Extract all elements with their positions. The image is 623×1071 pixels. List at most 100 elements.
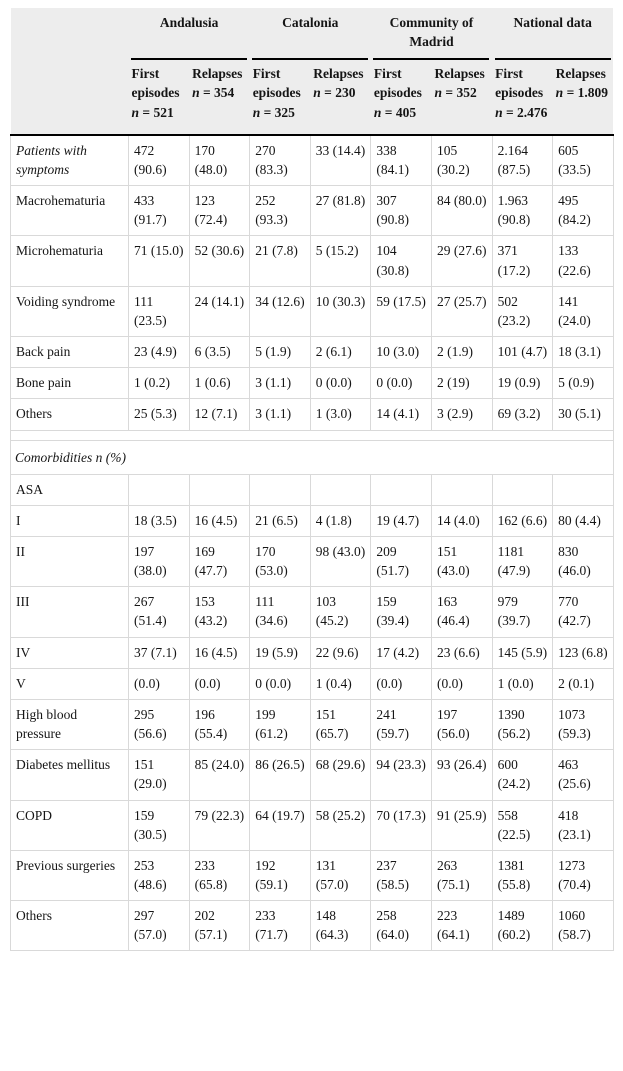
data-cell: 19 (4.7) (370, 504, 432, 537)
table-row: III 267 (51.4) 153 (43.2) 111 (34.6) 103 (45… (10, 586, 614, 638)
data-cell: 18 (3.5) (128, 504, 190, 537)
data-cell: 151 (29.0) (128, 749, 190, 801)
data-cell: 6 (3.5) (188, 336, 251, 369)
data-cell: 163 (46.4) (430, 586, 493, 638)
data-cell: 253 (48.6) (128, 849, 190, 902)
region-header-andalusia: Andalusia (128, 8, 250, 61)
row-label: Voiding syndrome (10, 285, 129, 338)
col-header-label: First episodes (373, 66, 422, 101)
data-cell: 22 (9.6) (309, 636, 372, 669)
region-header-madrid: Community of Madrid (370, 8, 493, 61)
data-cell: 258 (64.0) (370, 900, 432, 952)
data-cell (552, 473, 614, 506)
data-cell: 17 (4.2) (370, 636, 432, 669)
table-row: Others 297 (57.0) 202 (57.1) 233 (71.7) 148 … (10, 900, 614, 952)
data-cell: 1 (0.4) (309, 667, 372, 700)
col-header-madrid-relapses: Relapses n = 352 (431, 60, 493, 136)
table-row: Bone pain 1 (0.2) 1 (0.6) 3 (1.1) 0 (0.0) 0 (… (10, 367, 614, 400)
data-cell: 197 (38.0) (128, 535, 190, 588)
col-header-andalusia-relapses: Relapses n = 354 (189, 60, 250, 136)
row-label: Microhematuria (10, 235, 129, 287)
data-cell: 1181 (47.9) (491, 535, 554, 588)
data-cell: 151 (43.0) (430, 535, 493, 588)
col-header-label: Relapses (313, 66, 364, 82)
col-header-label: Relapses (192, 66, 243, 82)
n-value: = 352 (445, 85, 477, 101)
row-label: III (10, 586, 129, 638)
table-row: Patients with symptoms 472 (90.6) 170 (48.… (10, 134, 614, 187)
data-cell: 199 (61.2) (249, 698, 311, 751)
col-header-catalonia-first: First episodes n = 325 (249, 60, 311, 136)
data-cell: 123 (6.8) (552, 636, 614, 669)
data-cell: 3 (2.9) (430, 398, 493, 431)
data-cell: 23 (6.6) (430, 636, 493, 669)
data-cell: 33 (14.4) (309, 134, 372, 187)
data-cell: 1 (0.2) (128, 367, 190, 400)
table-row: Others 25 (5.3) 12 (7.1) 3 (1.1) 1 (3.0) 14 (… (10, 398, 614, 431)
data-cell: 64 (19.7) (249, 799, 311, 851)
data-cell: 202 (57.1) (188, 900, 251, 952)
data-cell: 1.963 (90.8) (491, 185, 554, 237)
table-row: IV 37 (7.1) 16 (4.5) 19 (5.9) 22 (9.6) 17 (4.… (10, 636, 614, 669)
n-symbol: n (495, 104, 503, 120)
data-cell: 70 (17.3) (370, 799, 432, 851)
data-cell: 111 (23.5) (128, 285, 190, 338)
row-label: II (10, 535, 129, 588)
data-cell: (0.0) (188, 667, 251, 700)
data-cell: 170 (53.0) (249, 535, 311, 588)
table-row: Back pain 23 (4.9) 6 (3.5) 5 (1.9) 2 (6.1) 10… (10, 336, 614, 369)
data-cell: 98 (43.0) (309, 535, 372, 588)
col-header-madrid-first: First episodes n = 405 (370, 60, 432, 136)
col-header-label: Relapses (555, 66, 606, 82)
data-cell: 86 (26.5) (249, 749, 311, 801)
data-cell: 91 (25.9) (430, 799, 493, 851)
data-cell: 241 (59.7) (370, 698, 432, 751)
data-cell: 169 (47.7) (188, 535, 251, 588)
data-cell: 1 (0.6) (188, 367, 251, 400)
data-cell: 52 (30.6) (188, 235, 251, 287)
n-value: = 2.476 (505, 104, 548, 120)
data-cell: 5 (1.9) (249, 336, 311, 369)
data-cell: 10 (3.0) (370, 336, 432, 369)
data-cell: 297 (57.0) (128, 900, 190, 952)
data-cell: 463 (25.6) (552, 749, 614, 801)
data-cell: 233 (65.8) (188, 849, 251, 902)
data-cell: 192 (59.1) (249, 849, 311, 902)
data-cell (309, 473, 372, 506)
data-cell: 84 (80.0) (430, 185, 493, 237)
n-symbol: n (131, 104, 140, 120)
table-row: Previous surgeries 253 (48.6) 233 (65.8) 19… (10, 849, 614, 902)
data-cell: 58 (25.2) (309, 799, 372, 851)
data-cell: (0.0) (370, 667, 432, 700)
data-cell: 68 (29.6) (309, 749, 372, 801)
region-header-national: National data (492, 8, 614, 61)
data-cell: 19 (5.9) (249, 636, 311, 669)
section-row: Comorbidities n (%) (10, 439, 614, 475)
data-cell (249, 473, 311, 506)
n-value: = 325 (263, 104, 295, 120)
data-cell: 23 (4.9) (128, 336, 190, 369)
data-cell: 2 (1.9) (430, 336, 493, 369)
data-cell: 472 (90.6) (128, 134, 190, 187)
col-header-label: First episodes (131, 66, 180, 101)
row-label: V (10, 667, 129, 700)
data-cell: 27 (81.8) (309, 185, 372, 237)
data-cell: 1060 (58.7) (552, 900, 614, 952)
data-cell: 159 (39.4) (370, 586, 432, 638)
data-cell: 141 (24.0) (552, 285, 614, 338)
data-cell: 104 (30.8) (370, 235, 432, 287)
data-cell: 237 (58.5) (370, 849, 432, 902)
n-value: = 1.809 (566, 85, 609, 101)
n-symbol: n (555, 85, 564, 101)
data-cell: 770 (42.7) (552, 586, 614, 638)
data-cell: 307 (90.8) (370, 185, 432, 237)
data-cell: 151 (65.7) (309, 698, 372, 751)
data-cell: 2 (6.1) (309, 336, 372, 369)
data-cell: 295 (56.6) (128, 698, 190, 751)
n-symbol: n (434, 85, 442, 101)
col-header-andalusia-first: First episodes n = 521 (128, 60, 190, 136)
data-cell: 600 (24.2) (491, 749, 554, 801)
row-label: Bone pain (10, 367, 129, 400)
table-row: Voiding syndrome 111 (23.5) 24 (14.1) 34 (1… (10, 285, 614, 338)
